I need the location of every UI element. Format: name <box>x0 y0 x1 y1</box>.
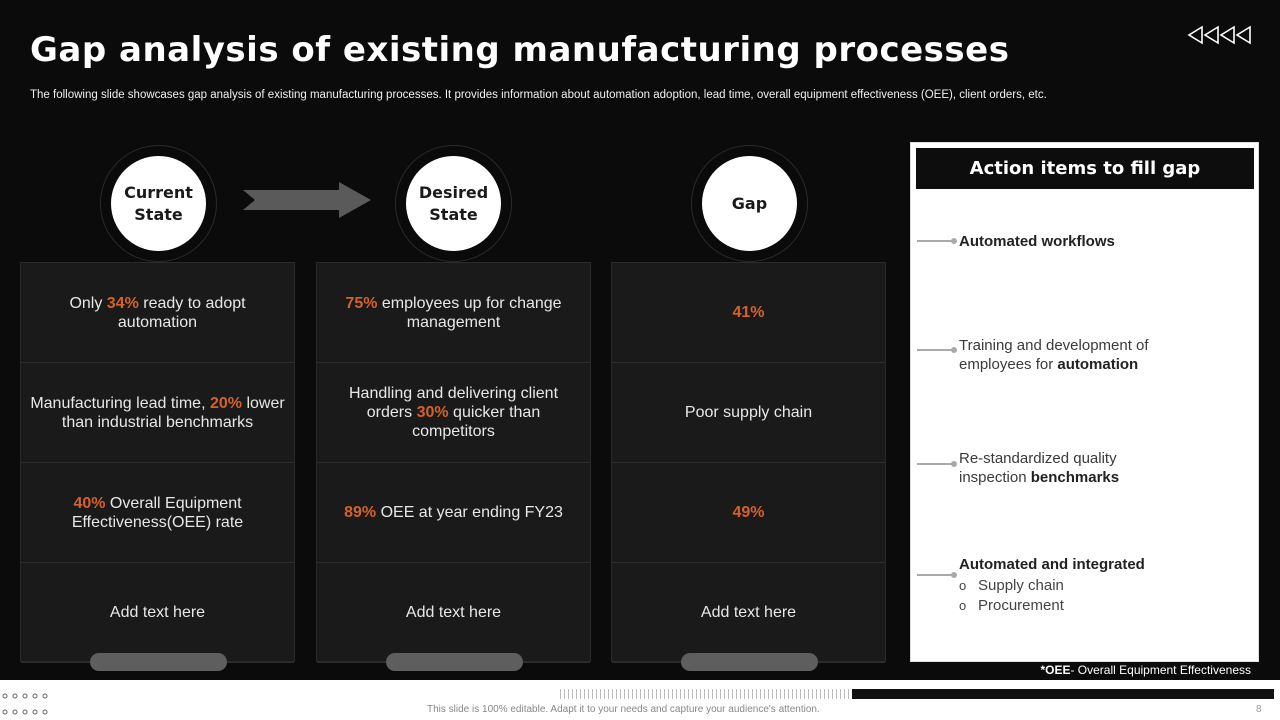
connector-icon <box>917 460 959 468</box>
gap-cell: 41% <box>612 263 885 363</box>
desired-state-cell: Handling and delivering client orders 30… <box>317 363 590 463</box>
action-item: Re-standardized quality inspection bench… <box>917 449 1255 487</box>
current-state-label-line2: State <box>134 204 183 224</box>
page-subtitle: The following slide showcases gap analys… <box>30 89 1047 101</box>
gap-cell: Poor supply chain <box>612 363 885 463</box>
column-pill <box>681 653 818 671</box>
stripe-decoration <box>560 689 852 699</box>
connector-icon <box>917 571 959 579</box>
desired-state-cell: 89% OEE at year ending FY23 <box>317 463 590 563</box>
page-number: 8 <box>1256 704 1262 715</box>
slide-footer: This slide is 100% editable. Adapt it to… <box>0 680 1280 720</box>
footer-bar <box>852 689 1274 699</box>
current-state-label-line1: Current <box>124 182 193 202</box>
current-state-cell: Add text here <box>21 563 294 663</box>
current-state-column: Only 34% ready to adopt automation Manuf… <box>20 262 295 671</box>
current-state-cell: 40% Overall Equipment Effectiveness(OEE)… <box>21 463 294 563</box>
list-item: Procurement <box>959 596 1145 616</box>
list-item: Supply chain <box>959 576 1145 596</box>
desired-state-label-line2: State <box>429 204 478 224</box>
column-pill <box>386 653 523 671</box>
action-items-panel: Action items to fill gap Automated workf… <box>910 142 1259 662</box>
desired-state-column: 75% employees up for change management H… <box>316 262 591 671</box>
action-item: Automated workflows <box>917 232 1255 251</box>
desired-state-cell: 75% employees up for change management <box>317 263 590 363</box>
current-state-badge: Current State <box>100 145 217 262</box>
desired-state-cell: Add text here <box>317 563 590 663</box>
bullet-list: Supply chain Procurement <box>959 576 1145 616</box>
gap-cell: Add text here <box>612 563 885 663</box>
desired-state-badge: Desired State <box>395 145 512 262</box>
right-arrow-icon <box>243 182 371 218</box>
footnote: *OEE- Overall Equipment Effectiveness <box>1040 663 1251 677</box>
gap-label: Gap <box>731 193 768 213</box>
connector-icon <box>917 346 959 354</box>
gap-badge: Gap <box>691 145 808 262</box>
dots-decoration-icon <box>2 693 48 715</box>
current-state-cell: Only 34% ready to adopt automation <box>21 263 294 363</box>
action-item: Training and development of employees fo… <box>917 336 1255 374</box>
column-pill <box>90 653 227 671</box>
action-panel-header: Action items to fill gap <box>916 148 1254 189</box>
action-item: Automated and integrated Supply chain Pr… <box>917 555 1255 616</box>
footer-note: This slide is 100% editable. Adapt it to… <box>427 704 820 715</box>
connector-icon <box>917 237 959 245</box>
page-title: Gap analysis of existing manufacturing p… <box>30 30 1010 70</box>
current-state-cell: Manufacturing lead time, 20% lower than … <box>21 363 294 463</box>
desired-state-label-line1: Desired <box>418 182 489 202</box>
gap-column: 41% Poor supply chain 49% Add text here <box>611 262 886 671</box>
rewind-arrows-icon[interactable] <box>1186 24 1256 46</box>
gap-cell: 49% <box>612 463 885 563</box>
